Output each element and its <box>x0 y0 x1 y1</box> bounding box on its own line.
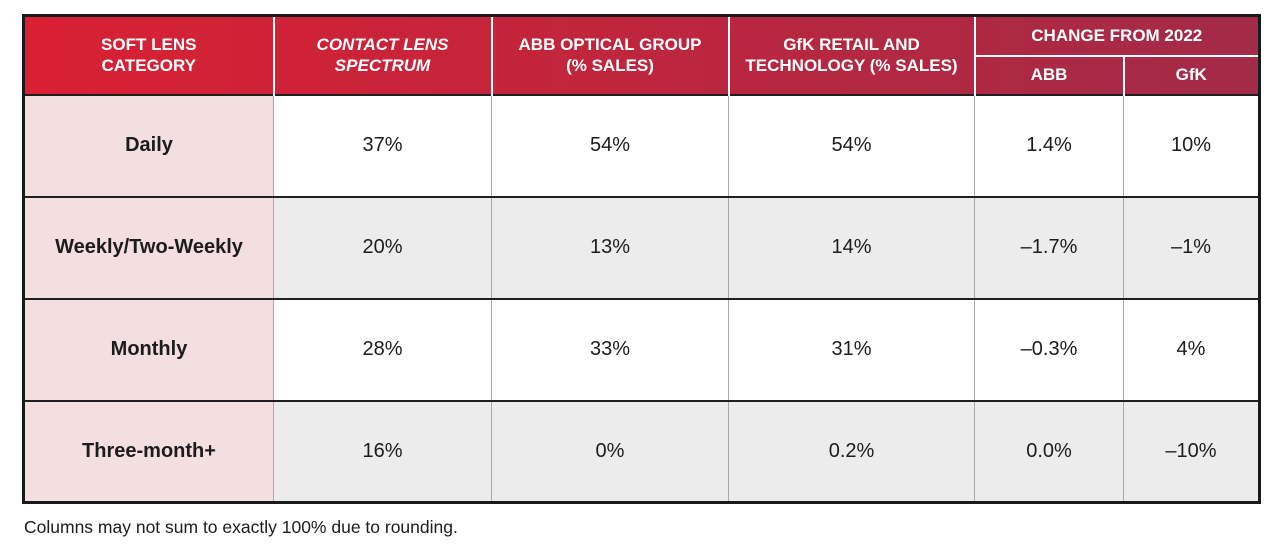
cell-monthly-cls: 28% <box>273 298 492 401</box>
cell-threemonth-cls: 16% <box>273 400 492 503</box>
column-header-contact-lens-spectrum: CONTACT LENS SPECTRUM <box>272 15 492 95</box>
cell-monthly-change-abb: –0.3% <box>974 298 1124 401</box>
cell-weekly-cls: 20% <box>273 196 492 299</box>
page: SOFT LENS CATEGORY CONTACT LENS SPECTRUM… <box>22 14 1262 537</box>
cell-threemonth-change-abb: 0.0% <box>974 400 1124 503</box>
rounding-footnote: Columns may not sum to exactly 100% due … <box>24 517 458 537</box>
cell-threemonth-change-gfk: –10% <box>1122 400 1260 503</box>
cell-daily-change-abb: 1.4% <box>974 94 1124 197</box>
cell-daily-cls: 37% <box>273 94 492 197</box>
cell-monthly-change-gfk: 4% <box>1122 298 1260 401</box>
cell-daily-gfk: 54% <box>728 94 975 197</box>
row-label-monthly: Monthly <box>23 298 274 401</box>
cell-monthly-abb: 33% <box>491 298 729 401</box>
column-header-abb-optical-group: ABB OPTICAL GROUP (% SALES) <box>490 15 729 95</box>
table-row-monthly: Monthly 28% 33% 31% –0.3% 4% <box>23 298 1260 401</box>
cell-weekly-abb: 13% <box>491 196 729 299</box>
table-row-daily: Daily 37% 54% 54% 1.4% 10% <box>23 94 1260 197</box>
cell-daily-abb: 54% <box>491 94 729 197</box>
soft-lens-category-table: SOFT LENS CATEGORY CONTACT LENS SPECTRUM… <box>22 14 1262 504</box>
cell-threemonth-gfk: 0.2% <box>728 400 975 503</box>
column-header-change-from-2022: CHANGE FROM 2022 <box>973 15 1260 57</box>
row-label-three-month-plus: Three-month+ <box>23 400 274 503</box>
column-header-soft-lens-category: SOFT LENS CATEGORY <box>101 35 197 76</box>
cell-threemonth-abb: 0% <box>491 400 729 503</box>
cell-daily-change-gfk: 10% <box>1122 94 1260 197</box>
table-row-weekly-two-weekly: Weekly/Two-Weekly 20% 13% 14% –1.7% –1% <box>23 196 1260 299</box>
subcolumn-header-change-abb: ABB <box>973 55 1124 95</box>
column-header-gfk-retail-technology: GfK RETAIL AND TECHNOLOGY (% SALES) <box>727 15 975 95</box>
table-row-three-month-plus: Three-month+ 16% 0% 0.2% 0.0% –10% <box>23 400 1260 503</box>
subcolumn-header-change-gfk: GfK <box>1122 55 1260 95</box>
row-label-weekly-two-weekly: Weekly/Two-Weekly <box>23 196 274 299</box>
cell-weekly-gfk: 14% <box>728 196 975 299</box>
cell-weekly-change-gfk: –1% <box>1122 196 1260 299</box>
cell-weekly-change-abb: –1.7% <box>974 196 1124 299</box>
table-body: Daily 37% 54% 54% 1.4% 10% Weekly/Two-We… <box>23 94 1260 503</box>
row-label-daily: Daily <box>23 94 274 197</box>
table-header: SOFT LENS CATEGORY CONTACT LENS SPECTRUM… <box>24 15 1260 95</box>
cell-monthly-gfk: 31% <box>728 298 975 401</box>
